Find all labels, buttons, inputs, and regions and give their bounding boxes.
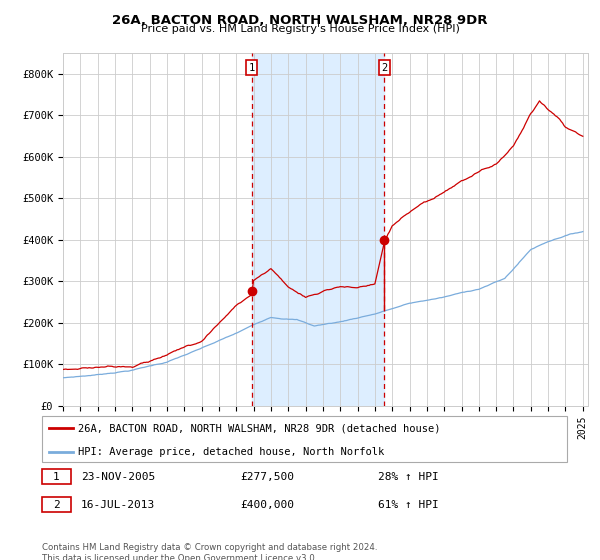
Text: 2: 2 (53, 500, 60, 510)
Text: 2: 2 (381, 63, 388, 73)
Bar (251, 53, 384, 406)
Text: 28% ↑ HPI: 28% ↑ HPI (378, 472, 439, 482)
Text: £400,000: £400,000 (240, 500, 294, 510)
Text: 61% ↑ HPI: 61% ↑ HPI (378, 500, 439, 510)
Text: Contains HM Land Registry data © Crown copyright and database right 2024.
This d: Contains HM Land Registry data © Crown c… (42, 543, 377, 560)
Text: 16-JUL-2013: 16-JUL-2013 (81, 500, 155, 510)
Text: £277,500: £277,500 (240, 472, 294, 482)
Text: 23-NOV-2005: 23-NOV-2005 (81, 472, 155, 482)
Text: 26A, BACTON ROAD, NORTH WALSHAM, NR28 9DR (detached house): 26A, BACTON ROAD, NORTH WALSHAM, NR28 9D… (78, 423, 440, 433)
Text: 26A, BACTON ROAD, NORTH WALSHAM, NR28 9DR: 26A, BACTON ROAD, NORTH WALSHAM, NR28 9D… (112, 14, 488, 27)
Text: 1: 1 (53, 472, 60, 482)
Text: HPI: Average price, detached house, North Norfolk: HPI: Average price, detached house, Nort… (78, 447, 384, 457)
Text: 1: 1 (248, 63, 255, 73)
Text: Price paid vs. HM Land Registry's House Price Index (HPI): Price paid vs. HM Land Registry's House … (140, 24, 460, 34)
